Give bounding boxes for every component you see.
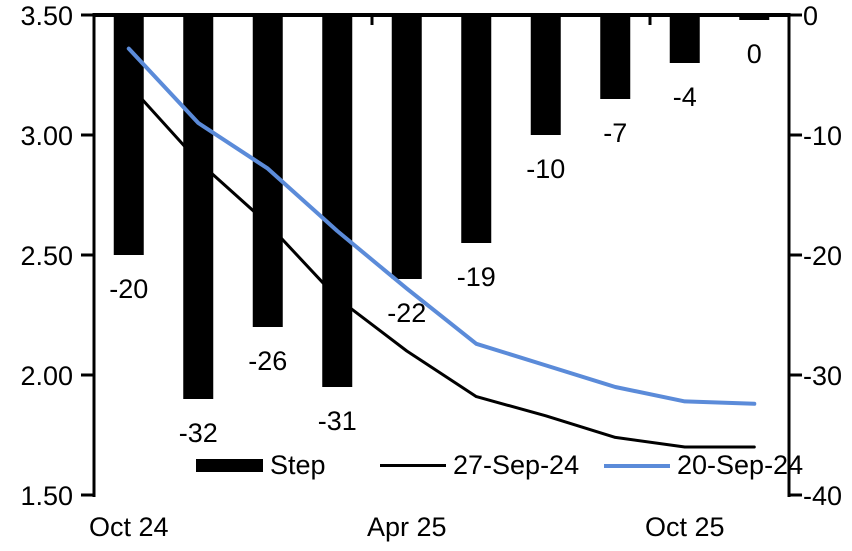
- bar-value-label: -7: [603, 118, 627, 148]
- x-axis-label: Oct 25: [645, 512, 725, 542]
- left-axis-tick-label: 3.00: [20, 121, 73, 151]
- step-bar: [461, 15, 492, 243]
- bar-value-label: -19: [457, 262, 496, 292]
- legend-label-20-sep-24: 20-Sep-24: [677, 450, 804, 480]
- right-axis-tick-label: -40: [803, 481, 842, 511]
- right-axis-tick-label: 0: [803, 1, 818, 31]
- bar-value-label: -22: [387, 298, 426, 328]
- bar-value-label: -4: [673, 82, 697, 112]
- line-27-sep-24: [127, 83, 756, 449]
- step-bar: [669, 15, 700, 63]
- left-axis-tick-label: 3.50: [20, 1, 73, 31]
- legend-label-step: Step: [270, 450, 326, 480]
- step-bar: [739, 15, 770, 20]
- line-20-sep-24-swatch: [604, 463, 670, 468]
- bar-value-label: -26: [248, 346, 287, 376]
- x-axis-label: Apr 25: [367, 512, 447, 542]
- step-bar: [322, 15, 353, 387]
- step-bar: [391, 15, 422, 279]
- step-bar: [113, 15, 144, 255]
- step-bar-swatch: [196, 459, 263, 472]
- step-bar: [600, 15, 631, 99]
- bar-value-label: -20: [109, 274, 148, 304]
- legend-label-27-sep-24: 27-Sep-24: [453, 450, 580, 480]
- line-27-sep-24-swatch: [380, 464, 446, 467]
- right-axis-tick-label: -10: [803, 121, 842, 151]
- legend-item-20-sep-24: 20-Sep-24: [604, 452, 803, 479]
- x-axis-label: Oct 24: [89, 512, 169, 542]
- right-axis-tick-label: -20: [803, 241, 842, 271]
- bar-value-label: -31: [318, 406, 357, 436]
- bar-value-label: 0: [747, 39, 762, 69]
- line-20-sep-24: [126, 46, 757, 406]
- left-axis-tick-label: 1.50: [20, 481, 73, 511]
- step-bar: [530, 15, 561, 135]
- bar-value-label: -32: [179, 418, 218, 448]
- legend-item-27-sep-24: 27-Sep-24: [380, 452, 579, 479]
- right-axis-tick-label: -30: [803, 361, 842, 391]
- left-axis-tick-label: 2.50: [20, 241, 73, 271]
- step-bar: [183, 15, 214, 399]
- bar-value-label: -10: [526, 154, 565, 184]
- left-axis-tick-label: 2.00: [20, 361, 73, 391]
- legend-item-step: Step: [196, 452, 326, 479]
